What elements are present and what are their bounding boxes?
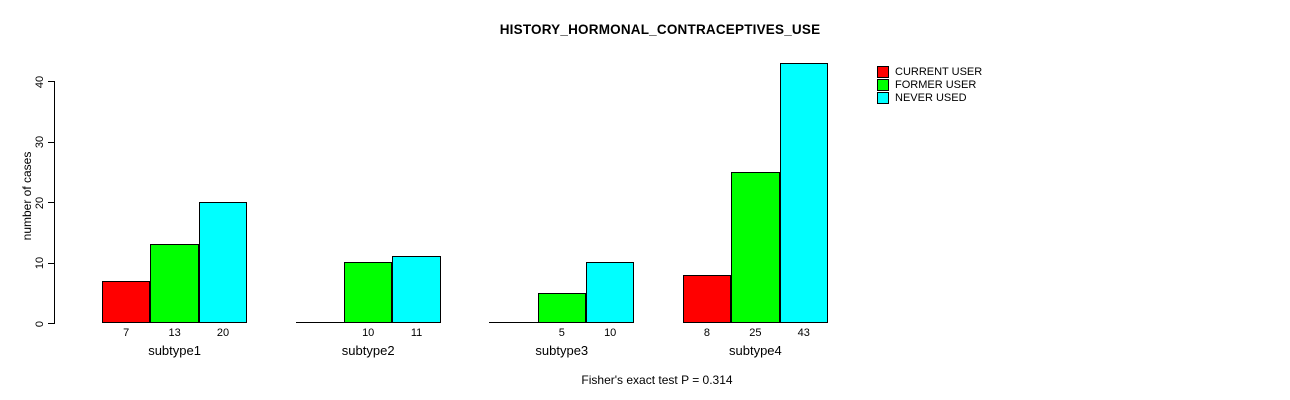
- y-axis-tick: [48, 141, 54, 143]
- bar-value-label: 7: [123, 327, 130, 339]
- y-axis-title: number of cases: [20, 151, 34, 241]
- bar: [392, 256, 441, 323]
- legend-label: NEVER USED: [895, 92, 967, 104]
- category-label: subtype1: [148, 343, 201, 358]
- legend-row: CURRENT USER: [877, 66, 982, 78]
- bar-value-label: 5: [558, 327, 565, 339]
- bar: [537, 293, 586, 323]
- y-axis-tick-label: 40: [34, 75, 46, 88]
- bar: [731, 172, 780, 323]
- bar-value-label: 25: [749, 327, 762, 339]
- y-axis-tick: [48, 323, 54, 324]
- y-axis-tick: [48, 262, 54, 264]
- annotation-text: Fisher's exact test P = 0.314: [581, 373, 733, 387]
- y-axis-tick-label: 20: [34, 196, 46, 209]
- category-label: subtype2: [341, 343, 395, 358]
- category-label: subtype3: [535, 343, 589, 358]
- legend-label: CURRENT USER: [895, 66, 983, 78]
- bar-value-label: 8: [703, 327, 711, 339]
- bar-value-label: 13: [168, 327, 181, 339]
- bar-value-label: 10: [362, 327, 375, 339]
- legend-swatch: [877, 92, 889, 104]
- bar: [198, 202, 248, 323]
- y-axis-line: [54, 81, 55, 324]
- bar: [150, 244, 199, 323]
- bar: [779, 63, 828, 323]
- y-axis-tick: [48, 202, 54, 203]
- legend-swatch: [877, 79, 889, 91]
- legend: CURRENT USER FORMER USER NEVER USED: [877, 66, 982, 105]
- chart-title: HISTORY_HORMONAL_CONTRACEPTIVES_USE: [499, 22, 821, 37]
- category-label: subtype4: [729, 343, 782, 358]
- y-axis-tick-label: 10: [34, 256, 46, 270]
- bar: [295, 322, 345, 323]
- legend-row: FORMER USER: [877, 79, 982, 91]
- y-axis-tick-label: 30: [34, 135, 46, 149]
- legend-row: NEVER USED: [877, 92, 982, 104]
- bar: [586, 262, 635, 323]
- bar: [489, 322, 539, 323]
- y-axis-tick: [48, 81, 54, 82]
- legend-swatch: [877, 66, 889, 78]
- bar-value-label: 43: [797, 327, 810, 339]
- legend-label: FORMER USER: [895, 79, 977, 91]
- bar: [102, 281, 151, 323]
- bar-value-label: 11: [410, 327, 423, 339]
- y-axis-tick-label: 0: [34, 320, 46, 327]
- bar: [682, 275, 732, 323]
- bar-value-label: 20: [216, 327, 230, 339]
- bar-value-label: 10: [604, 327, 617, 339]
- bar: [344, 262, 393, 323]
